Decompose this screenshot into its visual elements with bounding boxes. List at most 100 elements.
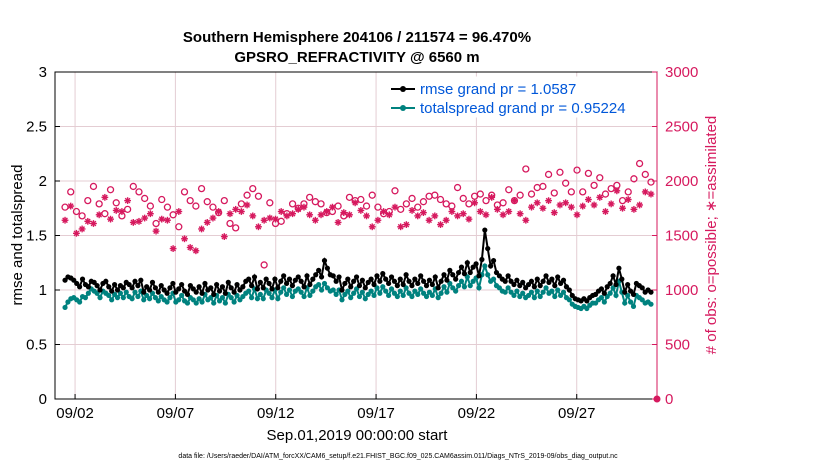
spread-point (120, 295, 126, 301)
spread-point (281, 285, 287, 291)
right-axis: 0 500 1000 1500 2000 2500 3000 (652, 64, 698, 408)
spread-point (368, 288, 374, 294)
assimilated-point (351, 199, 359, 207)
rmse-point (283, 280, 290, 287)
assimilated-point (533, 199, 541, 207)
rmse-point (345, 276, 351, 282)
rmse-point (520, 279, 526, 285)
assimilated-point (459, 210, 467, 218)
grid-lines (55, 71, 657, 400)
spread-point (534, 288, 540, 294)
possible-point (624, 188, 632, 196)
assimilated-point (420, 209, 427, 217)
possible-point (567, 188, 575, 196)
possible-point (197, 184, 206, 193)
assimilated-point (294, 205, 302, 213)
right-tick-label: 0 (665, 391, 673, 408)
spread-point (135, 293, 141, 300)
rmse-point (170, 280, 176, 287)
rmse-point (339, 287, 345, 293)
rmse-point (257, 279, 263, 285)
rmse-point (155, 289, 161, 295)
spread-point (249, 295, 255, 301)
rmse-point (202, 280, 208, 287)
possible-point (556, 168, 564, 176)
rmse-point (109, 288, 115, 294)
spread-point (246, 288, 252, 294)
spread-point (228, 295, 234, 301)
spread-point (520, 290, 526, 296)
spread-point (444, 289, 450, 295)
assimilated-point (539, 204, 547, 212)
rmse-point (219, 284, 226, 290)
spread-point (549, 288, 555, 294)
assimilated-point (61, 216, 69, 224)
rmse-point (613, 281, 619, 288)
rmse-point (141, 289, 147, 295)
left-tick-label: 3 (39, 64, 47, 81)
rmse-point (176, 286, 182, 292)
rmse-point (531, 284, 537, 290)
rmse-point (368, 276, 374, 282)
spread-point (278, 289, 284, 295)
rmse-point (234, 281, 240, 288)
spread-point (441, 284, 447, 290)
rmse-point (167, 285, 173, 291)
assimilated-point (619, 204, 626, 212)
possible-point (112, 199, 120, 207)
rmse-point (260, 285, 266, 291)
assimilated-point (283, 212, 291, 220)
chart-subtitle: GPSRO_REFRACTIVITY @ 6560 m (234, 49, 479, 66)
rmse-point (132, 278, 138, 284)
rmse-point (505, 273, 511, 279)
rmse-point (371, 281, 377, 288)
possible-point (516, 191, 524, 199)
possible-point (647, 178, 655, 186)
possible-point (288, 200, 297, 208)
possible-point (169, 211, 177, 219)
x-tick-label: 09/22 (458, 405, 496, 422)
possible-point (374, 203, 382, 211)
rmse-point (461, 271, 468, 277)
spread-point (257, 291, 263, 297)
possible-point (561, 179, 570, 187)
left-tick-label: 2.5 (26, 119, 47, 136)
rmse-point (560, 277, 567, 283)
assimilated-point (482, 211, 490, 219)
spread-point (164, 299, 170, 305)
assimilated-point (567, 203, 575, 211)
spread-point (560, 289, 567, 295)
rmse-point (450, 272, 456, 278)
assimilated-point (431, 212, 439, 220)
rmse-point (214, 281, 220, 288)
rmse-point (246, 276, 252, 282)
spread-point (502, 289, 508, 295)
spread-point (85, 290, 91, 296)
assimilated-point (357, 207, 365, 214)
left-tick-label: 2 (39, 173, 47, 190)
possible-point (397, 205, 405, 213)
assimilated-point (630, 205, 638, 213)
spread-point (555, 287, 561, 293)
rmse-point (351, 278, 357, 284)
left-tick-label: 1.5 (26, 228, 47, 245)
spread-point (514, 288, 520, 294)
spread-point (418, 286, 424, 292)
rmse-point (514, 277, 520, 283)
rmse-point (435, 285, 441, 291)
spread-point (82, 295, 89, 301)
rmse-point (304, 273, 310, 279)
assimilated-point (340, 209, 348, 217)
rmse-point (412, 276, 418, 282)
spread-point (356, 293, 363, 300)
spread-point (310, 288, 316, 294)
assimilated-point (641, 188, 649, 196)
assimilated-point (516, 210, 524, 218)
rmse-point (534, 276, 540, 282)
spread-point (77, 299, 83, 305)
rmse-point (453, 276, 459, 282)
possible-point (266, 199, 274, 207)
rmse-point (488, 263, 494, 269)
assimilated-point (186, 244, 194, 251)
spread-point (260, 296, 266, 302)
